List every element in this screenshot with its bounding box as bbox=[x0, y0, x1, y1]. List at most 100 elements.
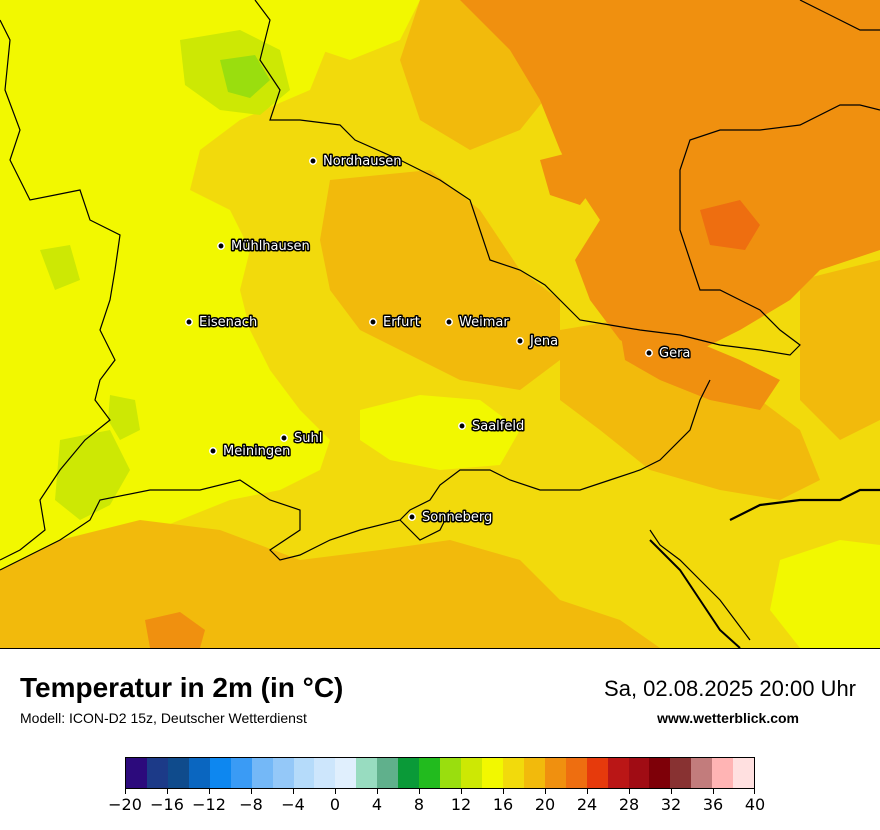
color-scale-segment bbox=[607, 758, 629, 788]
color-scale-bar bbox=[125, 757, 755, 789]
website-link[interactable]: www.wetterblick.com bbox=[657, 710, 799, 726]
model-source: Modell: ICON-D2 15z, Deutscher Wetterdie… bbox=[20, 710, 307, 726]
scale-tick-label: 12 bbox=[450, 795, 472, 814]
color-scale-segment bbox=[377, 758, 399, 788]
city-label: Eisenach bbox=[199, 315, 257, 330]
scale-tick-mark bbox=[754, 789, 755, 794]
scale-tick-label: 8 bbox=[413, 795, 425, 814]
city-saalfeld: Saalfeld bbox=[458, 418, 526, 436]
city-dot bbox=[445, 318, 453, 326]
color-scale-segment bbox=[314, 758, 336, 788]
city-markers: Nordhausen Mühlhausen Eisenach Erfurt Weimar… bbox=[185, 153, 692, 527]
city-mhlhausen: Mühlhausen bbox=[217, 238, 311, 256]
color-scale-segment bbox=[230, 758, 252, 788]
color-scale-segment bbox=[649, 758, 671, 788]
color-scale-segment bbox=[167, 758, 189, 788]
city-label: Mühlhausen bbox=[231, 239, 310, 254]
color-scale-segment bbox=[335, 758, 357, 788]
color-scale-segment bbox=[481, 758, 503, 788]
temp-zone-east-hot bbox=[460, 0, 880, 360]
color-scale-segment bbox=[440, 758, 461, 788]
scale-tick-mark bbox=[713, 789, 714, 794]
scale-tick-mark bbox=[293, 789, 294, 794]
scale-tick-label: 20 bbox=[534, 795, 556, 814]
city-dot bbox=[309, 157, 317, 165]
scale-tick-mark bbox=[419, 789, 420, 794]
color-scale-segment bbox=[209, 758, 231, 788]
city-dot bbox=[209, 447, 217, 455]
color-scale-segment bbox=[356, 758, 378, 788]
scale-tick-label: 32 bbox=[660, 795, 682, 814]
color-scale-segment bbox=[733, 758, 755, 788]
color-scale-segment bbox=[126, 758, 147, 788]
color-scale-segment bbox=[502, 758, 524, 788]
city-dot bbox=[217, 242, 225, 250]
scale-tick-label: 40 bbox=[744, 795, 766, 814]
city-suhl: Suhl bbox=[280, 430, 324, 448]
scale-tick-mark bbox=[461, 789, 462, 794]
city-label: Erfurt bbox=[383, 315, 420, 330]
scale-tick-mark bbox=[167, 789, 168, 794]
temp-zone-green-2 bbox=[220, 55, 270, 98]
temperature-map: Nordhausen Mühlhausen Eisenach Erfurt Weimar… bbox=[0, 0, 880, 649]
temp-zone-central-orange bbox=[320, 170, 560, 390]
city-meiningen: Meiningen bbox=[209, 443, 292, 461]
temp-zone-eastmid-orange bbox=[560, 320, 820, 500]
city-nordhausen: Nordhausen bbox=[309, 153, 403, 171]
temp-zone-east-hot-2 bbox=[620, 330, 780, 410]
scale-tick-label: −16 bbox=[150, 795, 184, 814]
scale-tick-label: −8 bbox=[239, 795, 263, 814]
color-scale-segment bbox=[691, 758, 713, 788]
city-jena: Jena bbox=[516, 333, 560, 351]
scale-tick-mark bbox=[125, 789, 126, 794]
color-scale-segment bbox=[628, 758, 650, 788]
temp-zone-green-4 bbox=[108, 395, 140, 440]
city-label: Meiningen bbox=[223, 444, 290, 459]
temp-zone-sw-hot bbox=[145, 612, 205, 648]
city-dot bbox=[280, 434, 288, 442]
city-weimar: Weimar bbox=[445, 314, 511, 332]
scale-tick-label: 36 bbox=[702, 795, 724, 814]
temp-zone-north-peak bbox=[540, 150, 600, 205]
color-scale-segment bbox=[586, 758, 608, 788]
temp-zone-east-peak bbox=[700, 200, 760, 250]
color-scale-segment bbox=[188, 758, 210, 788]
city-erfurt: Erfurt bbox=[369, 314, 421, 332]
city-label: Weimar bbox=[459, 315, 509, 330]
color-scale-segment bbox=[419, 758, 441, 788]
color-scale-segment bbox=[272, 758, 294, 788]
color-scale-segment bbox=[565, 758, 587, 788]
color-scale-segment bbox=[398, 758, 420, 788]
color-scale-segment bbox=[523, 758, 545, 788]
temp-zone-green-5 bbox=[40, 245, 80, 290]
color-scale-segment bbox=[251, 758, 273, 788]
map-svg: Nordhausen Mühlhausen Eisenach Erfurt Weimar… bbox=[0, 0, 880, 648]
color-scale-segment bbox=[544, 758, 566, 788]
color-scale-segment bbox=[293, 758, 315, 788]
city-label: Saalfeld bbox=[472, 419, 524, 434]
city-sonneberg: Sonneberg bbox=[408, 509, 494, 527]
scale-tick-label: −4 bbox=[281, 795, 305, 814]
city-dot bbox=[185, 318, 193, 326]
scale-tick-label: 0 bbox=[329, 795, 341, 814]
temp-zone-center-yellow bbox=[360, 395, 520, 470]
city-label: Gera bbox=[659, 346, 690, 361]
temp-zone-far-east-orange bbox=[800, 260, 880, 440]
city-dot bbox=[645, 349, 653, 357]
map-title: Temperatur in 2m (in °C) bbox=[20, 672, 344, 703]
scale-tick-label: 16 bbox=[492, 795, 514, 814]
scale-tick-mark bbox=[545, 789, 546, 794]
city-eisenach: Eisenach bbox=[185, 314, 259, 332]
scale-tick-mark bbox=[671, 789, 672, 794]
city-label: Jena bbox=[529, 334, 558, 349]
temp-zone-nw-yellow bbox=[300, 0, 420, 60]
city-label: Sonneberg bbox=[422, 510, 492, 525]
state-borders bbox=[0, 0, 880, 648]
scale-tick-label: 4 bbox=[371, 795, 383, 814]
color-scale-segment bbox=[670, 758, 692, 788]
scale-tick-mark bbox=[587, 789, 588, 794]
color-scale-segment bbox=[146, 758, 168, 788]
scale-tick-label: −20 bbox=[108, 795, 142, 814]
temp-zone-se-yellow bbox=[770, 540, 880, 648]
legend-area: Temperatur in 2m (in °C) Modell: ICON-D2… bbox=[0, 648, 880, 830]
